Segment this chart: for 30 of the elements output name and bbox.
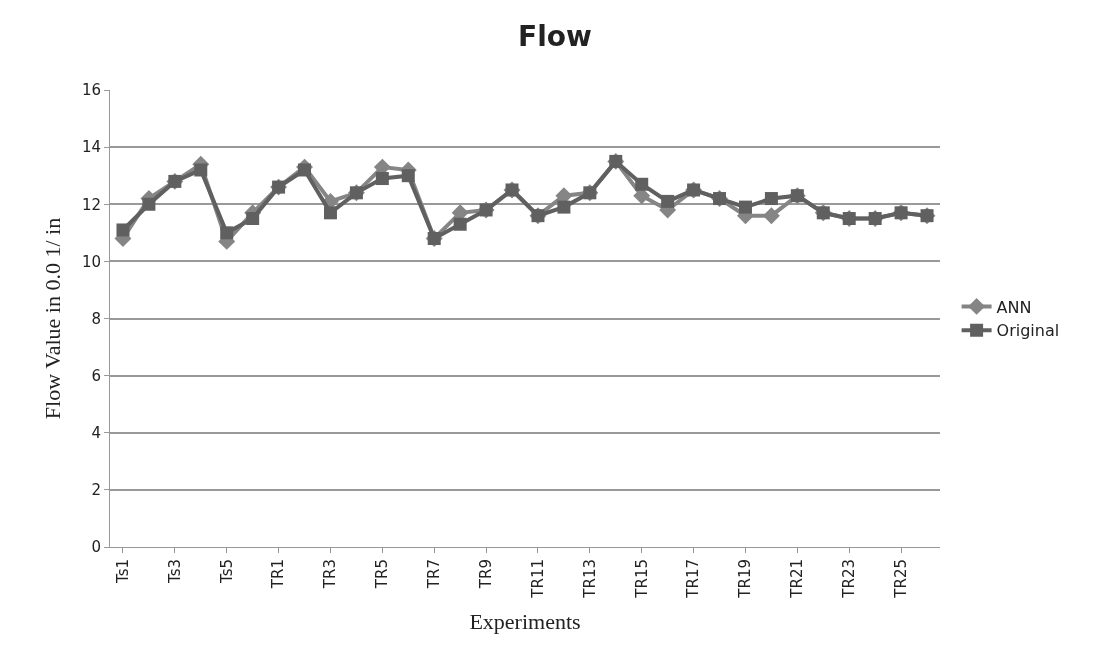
x-tick-label: TR5 [373, 559, 392, 590]
x-tick-label: TR17 [684, 559, 703, 599]
y-tick-label: 16 [81, 81, 101, 100]
y-tick-label: 14 [81, 138, 101, 157]
x-tick-label: TR19 [736, 559, 755, 599]
y-tick-label: 12 [81, 195, 101, 214]
x-tick-label: TR21 [788, 559, 807, 599]
x-tick-label: TR7 [425, 559, 444, 590]
y-axis-title: Flow Value in 0.0 1/ in [39, 217, 65, 420]
x-tick-label: Ts1 [113, 559, 132, 585]
x-tick-label: TR23 [840, 559, 859, 599]
x-axis-title: Experiments [469, 608, 581, 634]
y-tick-label: 2 [91, 481, 101, 500]
y-tick-label: 8 [91, 309, 101, 328]
x-tick-label: TR11 [528, 559, 547, 599]
legend-label: Original [996, 321, 1060, 341]
y-tick-label: 6 [91, 366, 101, 385]
x-tick-label: TR1 [269, 559, 288, 590]
x-tick-label: Ts3 [165, 559, 184, 585]
x-tick-label: TR3 [321, 559, 340, 590]
legend-label: ANN [996, 297, 1032, 317]
x-tick-label: TR9 [476, 559, 495, 590]
y-tick-label: 4 [91, 424, 101, 442]
x-tick-label: TR25 [891, 559, 910, 599]
chart-title: Flow [518, 20, 592, 54]
y-tick-label: 0 [91, 538, 101, 557]
x-tick-label: TR15 [632, 559, 651, 599]
x-tick-label: Ts5 [217, 559, 236, 585]
y-tick-label: 10 [81, 252, 101, 271]
x-tick-label: TR13 [580, 559, 599, 599]
